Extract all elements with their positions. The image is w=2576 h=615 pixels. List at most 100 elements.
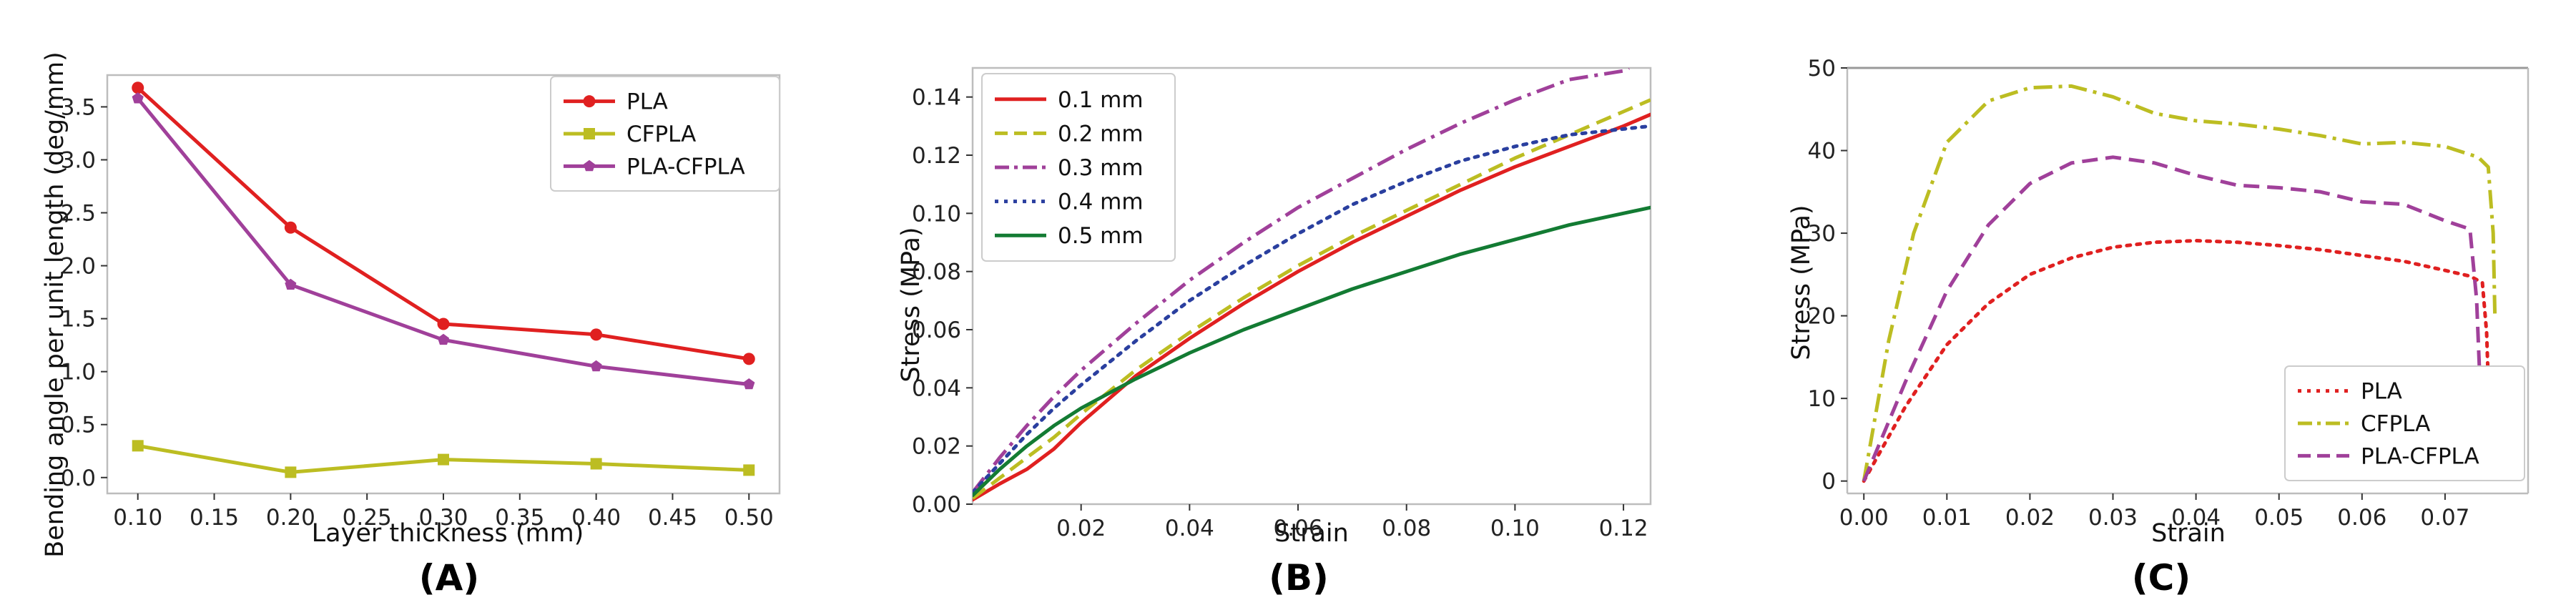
data-point (132, 92, 144, 104)
x-tick-label: 0.50 (724, 505, 774, 531)
y-tick-label: 0.0 (61, 466, 96, 491)
y-tick-label: 0.12 (912, 143, 961, 169)
legend-label: 0.5 mm (1058, 223, 1144, 249)
y-tick-label: 1.0 (61, 360, 96, 385)
x-tick-label: 0.25 (343, 505, 392, 531)
data-point (743, 378, 755, 390)
series-group (973, 68, 1651, 502)
y-tick-label: 0.10 (912, 201, 961, 227)
x-tick-label: 0.03 (2088, 505, 2138, 531)
data-point (284, 221, 297, 234)
legend-label: 0.1 mm (1058, 87, 1144, 113)
series-line-0-1-mm (973, 112, 1651, 502)
x-tick-label: 0.04 (2171, 505, 2221, 531)
data-point (132, 82, 144, 94)
data-point (590, 360, 602, 372)
x-tick-label: 0.08 (1382, 516, 1431, 541)
legend-label: PLA (2361, 379, 2402, 405)
data-point (590, 328, 603, 341)
legend-frame (2284, 365, 2525, 481)
series-line-0-5-mm (973, 205, 1651, 498)
x-tick-label: 0.40 (571, 505, 621, 531)
legend-frame (550, 76, 780, 192)
y-tick-label: 10 (1808, 386, 1836, 412)
x-tick-label: 0.10 (1490, 516, 1540, 541)
plot-1: 0.02 0.04 0.06 0.08 0.10 0.12 0.00 0.02 0.04 0.06… (912, 67, 1652, 541)
legend: PLA CFPLA PLA-CFPLA (550, 76, 780, 192)
y-tick-label: 3.0 (61, 147, 96, 173)
x-tick-label: 0.12 (1599, 516, 1648, 541)
panel-a-ylabel: Bending angle per unit length (deg/mm) (41, 51, 69, 558)
x-tick-label: 0.45 (648, 505, 697, 531)
data-point (590, 458, 602, 470)
legend: 0.1 mm 0.2 mm 0.3 mm 0.4 mm 0.5 mm (981, 73, 1176, 262)
series-line-pla-cfpla (1862, 155, 2482, 482)
data-point (437, 318, 450, 330)
panel-c-ylabel: Stress (MPa) (1787, 205, 1816, 360)
y-tick-label: 0.04 (912, 375, 961, 401)
panel-c-label: (C) (2132, 557, 2191, 599)
plot-2: 0.00 0.01 0.02 0.03 0.04 0.05 0.06 0.07 0 10 20 30 4… (1808, 56, 2530, 531)
plot-0: 0.10 0.15 0.20 0.25 0.30 0.35 0.40 0.45 0.50 0.0 0… (61, 74, 781, 531)
x-tick-label: 0.07 (2420, 505, 2469, 531)
legend-label: 0.2 mm (1058, 121, 1144, 147)
y-tick-label: 30 (1808, 221, 1836, 247)
y-tick-label: 0.5 (61, 413, 96, 438)
series-group (1862, 84, 2497, 483)
x-tick-label: 0.30 (418, 505, 468, 531)
legend-label: 0.4 mm (1058, 190, 1144, 215)
y-tick-label: 3.5 (61, 94, 96, 120)
legend-marker (583, 95, 596, 108)
panel-b-label: (B) (1269, 557, 1329, 599)
data-point (285, 278, 297, 290)
x-tick-label: 0.01 (1922, 505, 1972, 531)
series-line-0-4-mm (973, 124, 1651, 495)
x-tick-label: 0.20 (266, 505, 315, 531)
legend-marker (584, 128, 595, 139)
panel-a: (A) Layer thickness (mm) Bending angle p… (41, 51, 584, 599)
x-tick-label: 0.00 (1839, 505, 1889, 531)
y-tick-label: 0.14 (912, 85, 961, 111)
series-line-cfpla (1862, 84, 2497, 482)
legend-label: CFPLA (626, 122, 696, 147)
legend: PLA CFPLA PLA-CFPLA (2284, 365, 2525, 481)
legend-label: PLA-CFPLA (2361, 443, 2479, 469)
data-point (285, 466, 297, 478)
y-tick-label: 20 (1808, 304, 1836, 330)
series-line-0-3-mm (973, 68, 1630, 494)
data-point (437, 333, 450, 345)
data-point (742, 353, 755, 365)
legend-marker (583, 159, 596, 172)
panel-c: (C) Strain Stress (MPa) (1787, 205, 2226, 599)
data-point (743, 464, 755, 476)
x-tick-label: 0.15 (190, 505, 239, 531)
x-tick-label: 0.10 (113, 505, 162, 531)
x-tick-label: 0.02 (2005, 505, 2055, 531)
y-tick-label: 0 (1822, 469, 1836, 495)
data-point (132, 440, 144, 452)
x-tick-label: 0.05 (2254, 505, 2304, 531)
panel-b: (B) Strain Stress (MPa) (897, 227, 1349, 599)
y-tick-label: 0.00 (912, 492, 961, 518)
series-line-pla (1862, 239, 2490, 483)
data-point (438, 453, 449, 466)
x-tick-label: 0.02 (1056, 516, 1106, 541)
panel-c-xlabel: Strain (2151, 519, 2226, 548)
y-tick-label: 50 (1808, 56, 1836, 82)
x-tick-label: 0.35 (495, 505, 544, 531)
series-line-0-2-mm (973, 98, 1651, 500)
legend-label: PLA-CFPLA (626, 154, 745, 179)
legend-label: 0.3 mm (1058, 155, 1144, 181)
legend-label: CFPLA (2361, 411, 2430, 437)
y-tick-label: 0.08 (912, 260, 961, 285)
x-tick-label: 0.06 (1274, 516, 1323, 541)
panel-a-xlabel: Layer thickness (mm) (312, 519, 584, 548)
panel-a-label: (A) (419, 557, 479, 599)
plot-frame (971, 67, 1652, 506)
y-tick-label: 0.02 (912, 434, 961, 460)
x-tick-label: 0.04 (1165, 516, 1214, 541)
y-tick-label: 0.06 (912, 318, 961, 343)
legend-label: PLA (626, 89, 668, 115)
y-tick-label: 40 (1808, 139, 1836, 164)
